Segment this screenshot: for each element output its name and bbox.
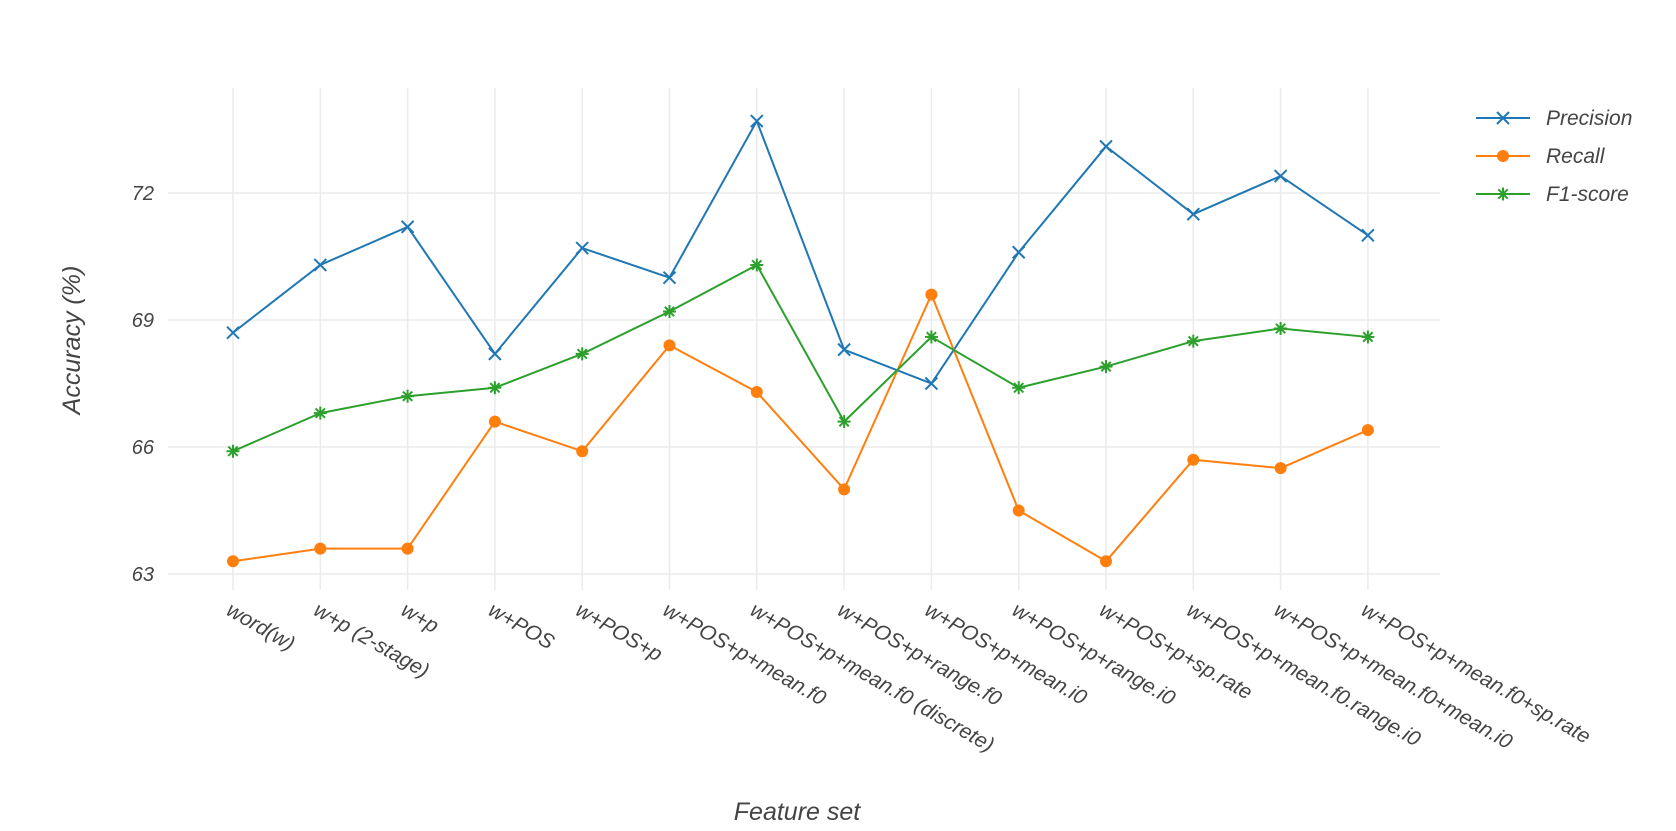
data-point-f1-score [401,389,415,403]
series-layer [226,114,1375,568]
data-point-f1-score [837,415,851,429]
legend-label: F1-score [1546,183,1629,206]
x-axis-title: Feature set [734,798,862,826]
data-point-recall [1274,462,1287,475]
data-point-recall [488,415,501,428]
data-point-recall [1100,555,1112,568]
grid [168,88,1440,590]
series-recall [227,288,1374,568]
x-tick-label: w+POS+p+range.i0 [1008,598,1179,710]
data-point-precision [924,376,939,391]
data-point-precision [750,114,764,128]
data-point-precision [1186,207,1201,221]
data-point-f1-score [924,330,938,344]
data-point-f1-score [488,381,502,395]
y-tick-label: 69 [132,310,154,332]
series-line-precision [232,120,1369,385]
x-tick-label: w+POS+p [572,598,666,666]
data-point-f1-score [1186,334,1200,348]
data-point-f1-score [313,406,327,420]
legend-item-precision: Precision [1476,107,1632,130]
data-point-f1-score [1099,360,1113,374]
data-point-precision [313,258,328,272]
series-f1-score [226,258,1375,458]
data-point-recall [314,542,327,555]
legend-item-f1-score: F1-score [1476,183,1629,206]
data-point-precision [488,347,502,361]
data-point-recall [576,445,589,458]
data-point-recall [838,483,851,496]
series-precision [226,114,1375,391]
legend-swatch-marker [1496,187,1510,201]
data-point-recall [401,542,414,555]
legend-label: Precision [1546,107,1632,130]
data-point-precision [1099,139,1113,154]
data-point-f1-score [226,444,240,458]
data-point-f1-score [750,258,764,272]
legend-swatch-marker [1497,150,1509,162]
legend-swatch-marker [1496,111,1510,125]
y-tick-label: 63 [132,564,154,586]
x-tick-label: w+POS [484,598,558,654]
x-axis-ticks: word(w) w+p (2-stage)w+p w+POS w+POS+pw+POS… [223,598,1595,757]
data-point-precision [1361,228,1375,243]
data-point-precision [662,270,677,285]
y-tick-label: 72 [132,183,154,205]
x-tick-label: w+POS+p+mean.f0 [659,598,830,710]
data-point-recall [925,288,938,301]
data-point-recall [1361,424,1374,437]
x-tick-label: word(w) [223,598,299,655]
data-point-f1-score [1274,321,1288,335]
data-point-precision [837,342,851,357]
series-line-recall [232,293,1369,563]
x-tick-label: w+POS+p+mean.i0 [921,598,1091,709]
data-point-recall [663,339,676,352]
legend-item-recall: Recall [1476,145,1606,168]
x-tick-label: w+p [397,598,442,637]
data-point-f1-score [663,305,676,319]
data-point-precision [1273,169,1288,183]
data-point-precision [226,325,240,340]
data-point-recall [750,385,763,398]
data-point-precision [575,241,589,255]
data-point-f1-score [1361,330,1375,344]
data-point-f1-score [575,347,589,361]
y-tick-label: 66 [132,437,155,459]
y-axis-title: Accuracy (%) [58,266,86,417]
data-point-f1-score [1012,381,1026,395]
data-point-recall [1187,453,1200,466]
data-point-precision [1011,245,1026,259]
legend: Precision Recall F1-score [1476,107,1632,206]
data-point-recall [1012,504,1025,517]
y-axis-ticks: 63 66 69 72 [132,183,155,586]
series-line-f1-score [232,263,1368,453]
data-point-precision [400,220,415,234]
legend-label: Recall [1546,145,1606,168]
data-point-recall [227,555,239,568]
